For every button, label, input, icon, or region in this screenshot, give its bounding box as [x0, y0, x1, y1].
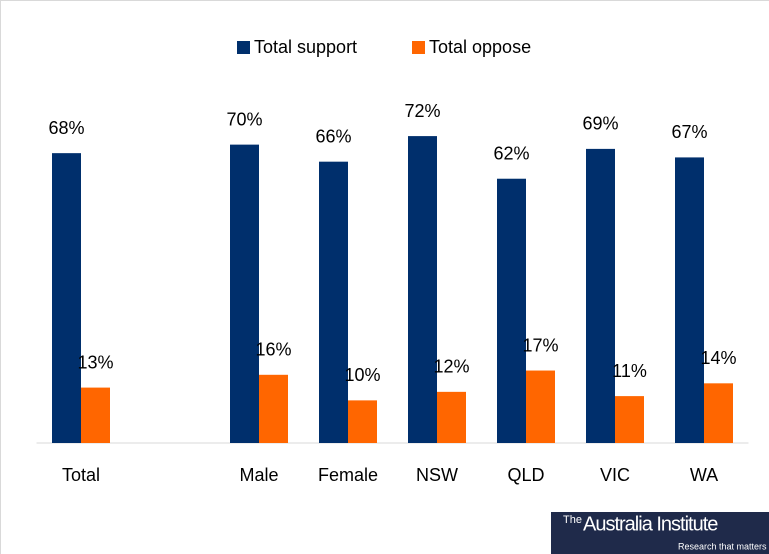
- bar: [52, 153, 81, 443]
- x-tick-label: Female: [318, 465, 378, 485]
- value-label: 62%: [493, 143, 529, 163]
- value-label: 72%: [404, 101, 440, 121]
- legend-swatch: [412, 41, 425, 54]
- legend-swatch: [237, 41, 250, 54]
- bar: [230, 144, 259, 443]
- logo-name: Australia Institute: [583, 513, 718, 535]
- logo-tagline: Research that matters: [678, 541, 767, 551]
- bar: [526, 370, 555, 443]
- bar: [259, 374, 288, 443]
- logo-prefix: The: [563, 514, 582, 526]
- x-tick-label: Total: [62, 465, 100, 485]
- value-label: 67%: [671, 122, 707, 142]
- bar: [81, 387, 110, 443]
- bar: [319, 161, 348, 444]
- logo-box: [551, 512, 769, 554]
- value-label: 16%: [255, 340, 291, 360]
- x-tick-label: QLD: [507, 465, 544, 485]
- value-label: 14%: [700, 348, 736, 368]
- x-tick-label: WA: [690, 465, 718, 485]
- bar: [586, 148, 615, 443]
- value-label: 68%: [48, 118, 84, 138]
- legend-label: Total support: [254, 37, 357, 57]
- bar: [615, 396, 644, 443]
- bar: [437, 391, 466, 443]
- value-label: 13%: [77, 352, 113, 372]
- x-tick-label: Male: [239, 465, 278, 485]
- bar: [675, 157, 704, 443]
- value-label: 17%: [522, 335, 558, 355]
- value-label: 10%: [344, 365, 380, 385]
- value-label: 12%: [433, 357, 469, 377]
- bar: [497, 178, 526, 443]
- bar: [348, 400, 377, 443]
- x-tick-label: VIC: [600, 465, 630, 485]
- bar: [408, 136, 437, 443]
- value-label: 11%: [612, 361, 647, 381]
- legend-label: Total oppose: [429, 37, 531, 57]
- logo: The Australia Institute Research that ma…: [551, 512, 769, 554]
- value-label: 69%: [582, 114, 618, 134]
- value-label: 70%: [226, 109, 262, 129]
- x-tick-label: NSW: [416, 465, 458, 485]
- value-label: 66%: [315, 126, 351, 146]
- bar: [704, 383, 733, 443]
